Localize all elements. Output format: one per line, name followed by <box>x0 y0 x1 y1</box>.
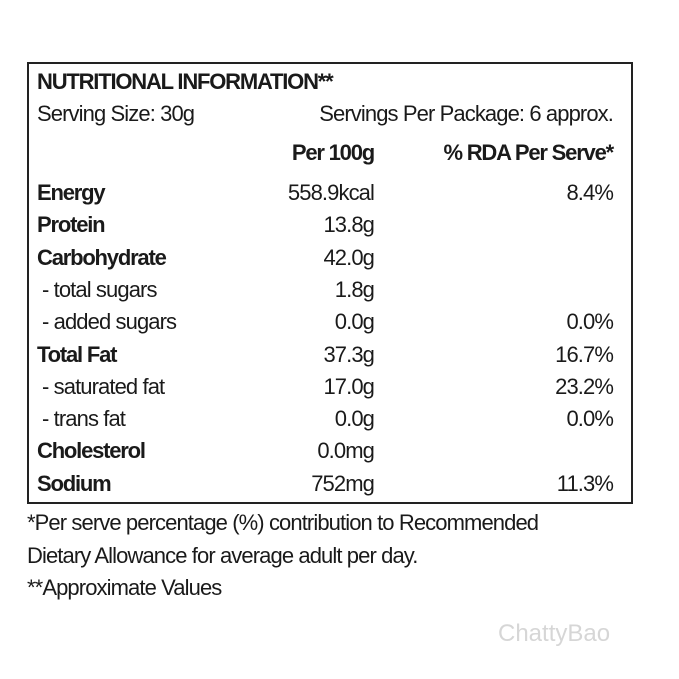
footnote: *Per serve percentage (%) contribution t… <box>27 510 539 535</box>
per-100g: 17.0g <box>323 373 374 399</box>
row-name: Cholesterol <box>37 438 146 464</box>
row-name: - trans fat <box>42 406 126 432</box>
per-100g: 42.0g <box>323 244 374 270</box>
serving-size: Serving Size: 30g <box>37 101 195 126</box>
row-name: Sodium <box>37 470 112 496</box>
title: NUTRITIONAL INFORMATION** <box>37 69 334 94</box>
watermark: ChattyBao <box>498 620 611 647</box>
servings-per-package: Servings Per Package: 6 approx. <box>319 101 614 126</box>
per-100g: 0.0g <box>334 406 375 432</box>
rda: 23.2% <box>555 373 614 399</box>
per-100g: 37.3g <box>323 341 374 367</box>
footnote: Dietary Allowance for average adult per … <box>27 542 418 568</box>
rda: 11.3% <box>556 470 614 496</box>
row-name: - saturated fat <box>42 373 165 399</box>
per-100g: 0.0mg <box>317 438 375 464</box>
label-box <box>27 62 633 504</box>
footnote: **Approximate Values <box>27 575 222 600</box>
row-name: Energy <box>37 180 106 205</box>
per-100g: 558.9kcal <box>287 180 375 205</box>
column-header: Per 100g <box>291 140 375 165</box>
rda: 8.4% <box>566 180 613 205</box>
rda: 16.7% <box>555 341 614 367</box>
row-name: Carbohydrate <box>37 244 167 270</box>
per-100g: 0.0g <box>334 309 375 335</box>
per-100g: 13.8g <box>323 212 374 238</box>
row-name: Total Fat <box>37 341 117 367</box>
per-100g: 1.8g <box>334 276 375 302</box>
rda: 0.0% <box>566 406 613 432</box>
column-header: % RDA Per Serve* <box>443 140 614 165</box>
row-name: - added sugars <box>42 309 177 335</box>
row-name: Protein <box>37 212 106 238</box>
per-100g: 752mg <box>311 470 375 496</box>
rda: 0.0% <box>566 309 613 335</box>
row-name: - total sugars <box>42 276 157 302</box>
